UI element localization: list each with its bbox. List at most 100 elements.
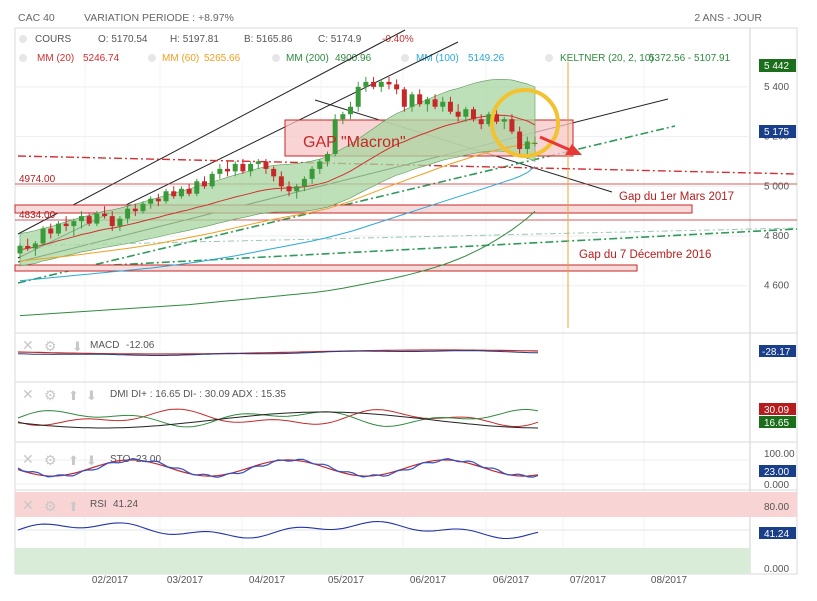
candle-body — [186, 188, 192, 194]
legend-mm200: MM (200) — [286, 53, 329, 64]
candle-body — [378, 81, 384, 87]
candle-body — [309, 168, 315, 179]
candle-body — [532, 142, 538, 145]
rsi-top-label: 80.00 — [764, 502, 789, 513]
variation-text: VARIATION PERIODE : +8.97% — [84, 12, 234, 24]
legend-row-1: COURS O: 5170.54 H: 5197.81 B: 5165.86 C… — [19, 34, 414, 45]
candle-body — [432, 99, 438, 107]
candle-body — [494, 114, 500, 122]
candle-body — [455, 111, 461, 117]
y-tick-label: 5 000 — [764, 181, 789, 192]
rsi-label: RSI — [90, 499, 107, 510]
candle-body — [440, 101, 446, 107]
legend-mm200-icon — [272, 54, 280, 62]
rsi-value: 41.24 — [113, 499, 138, 510]
legend-close: C: 5174.9 — [318, 34, 362, 45]
macd-line — [17, 350, 539, 356]
ma-line-60 — [19, 142, 536, 262]
gear-icon[interactable]: ⚙ — [44, 338, 57, 354]
candle-body — [71, 221, 77, 227]
dmi-panel: ✕ ⚙ ⬆ ⬇ DMI DI+ : 16.65 DI- : 30.09 ADX … — [15, 381, 797, 429]
candle-body — [263, 161, 269, 169]
legend-open: O: 5170.54 — [98, 34, 148, 45]
candle-body — [140, 203, 146, 212]
candle-body — [447, 101, 453, 112]
candle-body — [201, 181, 207, 187]
candle-body — [78, 216, 84, 222]
candle-body — [401, 89, 407, 107]
x-icon[interactable]: ✕ — [22, 451, 34, 467]
candle-body — [25, 245, 31, 249]
legend-mm100-value: 5149.26 — [468, 53, 505, 64]
sto-value: 23.00 — [136, 454, 161, 465]
candle-body — [32, 243, 38, 249]
candle-body — [132, 208, 138, 212]
gap-decembre-zone — [14, 264, 638, 272]
candle-body — [48, 228, 54, 234]
highlight-circle — [490, 88, 560, 158]
candle-body — [417, 94, 423, 105]
arrow-up-icon[interactable]: ⬆ — [68, 388, 79, 403]
dmi-plus-badge — [759, 416, 796, 428]
x-tick-label: 05/2017 — [328, 575, 365, 586]
gear-icon[interactable]: ⚙ — [44, 387, 57, 403]
dmi-label: DMI DI+ : 16.65 DI- : 30.09 ADX : 15.35 — [110, 389, 286, 400]
arrow-down-icon[interactable]: ⬇ — [72, 339, 83, 354]
legend-mm20: MM (20) — [37, 53, 74, 64]
ma-line-20 — [19, 114, 536, 251]
arrow-down-icon[interactable]: ⬇ — [86, 453, 97, 468]
x-icon[interactable]: ✕ — [22, 386, 34, 402]
x-tick-label: 06/2017 — [410, 575, 447, 586]
x-tick-label: 03/2017 — [167, 575, 204, 586]
candle-body — [271, 168, 277, 177]
legend-keltner-value: 5372.56 - 5107.91 — [649, 53, 731, 64]
adx-line — [17, 411, 539, 429]
candle-body — [171, 191, 177, 197]
rsi-bottom-label: 0.000 — [764, 564, 789, 575]
candle-body — [286, 186, 292, 192]
candle-body — [63, 223, 69, 227]
candle-body — [125, 208, 131, 219]
badge-last — [759, 125, 796, 138]
candle-body — [94, 213, 100, 224]
rsi-overbought-band — [15, 492, 797, 517]
legend-mm100: MM (100) — [416, 53, 459, 64]
sto-badge-text: 23.00 — [764, 467, 789, 478]
candle-body — [478, 119, 484, 125]
x-tick-label: 06/2017 — [493, 575, 530, 586]
candle-body — [225, 168, 231, 172]
gear-icon[interactable]: ⚙ — [44, 498, 57, 514]
candle-body — [178, 188, 184, 197]
x-tick-label: 08/2017 — [651, 575, 688, 586]
candle-body — [294, 186, 300, 192]
candle-body — [240, 163, 246, 172]
arrow-up-icon[interactable]: ⬆ — [68, 499, 79, 514]
arrow-up-icon[interactable]: ⬆ — [68, 453, 79, 468]
arrow-down-icon[interactable]: ⬇ — [86, 388, 97, 403]
sto-label: STO — [110, 454, 131, 465]
candle-body — [486, 114, 492, 125]
dmi-minus-badge-text: 30.09 — [764, 405, 789, 416]
ma-line-200 — [19, 210, 536, 317]
rsi-line — [17, 520, 539, 540]
candle-body — [248, 163, 254, 172]
trendline-channel-top — [17, 29, 406, 235]
x-icon[interactable]: ✕ — [22, 497, 34, 513]
candle-body — [471, 109, 477, 120]
dmi-plus-line — [17, 409, 539, 428]
trendline-long — [17, 228, 798, 271]
gear-icon[interactable]: ⚙ — [44, 452, 57, 468]
annotation-gap-decembre: Gap du 7 Décembre 2016 — [579, 249, 711, 261]
level-label-4834: 4834.00 — [19, 210, 56, 221]
gap-mars-zone — [14, 204, 693, 214]
candle-body — [217, 168, 223, 174]
period-selector[interactable]: 2 ANS - JOUR — [694, 12, 762, 24]
y-tick-label: 5 400 — [764, 82, 789, 93]
x-icon[interactable]: ✕ — [22, 337, 34, 353]
candle-body — [278, 176, 284, 187]
candle-body — [517, 131, 523, 150]
annotation-gap-macron: GAP "Macron" — [303, 134, 406, 151]
candle-body — [363, 81, 369, 87]
candle-body — [501, 119, 507, 122]
